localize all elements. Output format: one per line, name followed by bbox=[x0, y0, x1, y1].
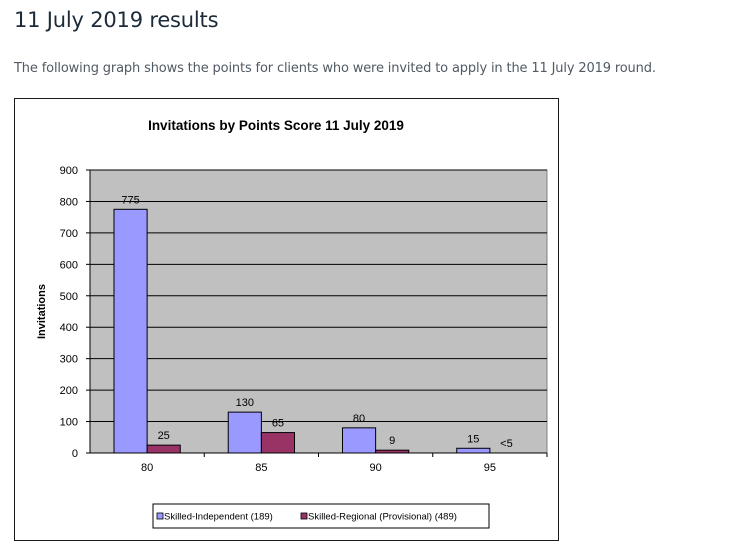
y-tick-label: 400 bbox=[60, 322, 78, 334]
bar-skilled-regional bbox=[260, 432, 296, 454]
data-label: 9 bbox=[389, 435, 395, 447]
x-tick-label: 95 bbox=[484, 462, 496, 474]
y-tick-label: 900 bbox=[60, 165, 78, 177]
chart-title: Invitations by Points Score 11 July 2019 bbox=[148, 118, 404, 133]
legend-label-skilled-regional: Skilled-Regional (Provisional) (489) bbox=[308, 512, 457, 523]
y-tick-label: 100 bbox=[60, 417, 78, 429]
y-tick-label: 200 bbox=[60, 385, 78, 397]
data-label: 80 bbox=[353, 413, 365, 425]
bar-skilled-independent bbox=[341, 427, 377, 454]
intro-paragraph: The following graph shows the points for… bbox=[14, 61, 656, 76]
legend-box bbox=[152, 503, 490, 529]
bar-skilled-independent bbox=[227, 411, 262, 454]
data-label: 775 bbox=[121, 194, 139, 206]
x-tick-label: 80 bbox=[141, 462, 153, 474]
legend: Skilled-Independent (189) Skilled-Region… bbox=[152, 503, 490, 529]
y-tick-label: 800 bbox=[60, 196, 78, 208]
legend-label-skilled-independent: Skilled-Independent (189) bbox=[164, 512, 273, 523]
data-label: <5 bbox=[500, 438, 513, 450]
page-title: 11 July 2019 results bbox=[14, 8, 219, 32]
bar-skilled-independent bbox=[113, 208, 148, 454]
x-tick-label: 85 bbox=[255, 462, 267, 474]
bars bbox=[113, 208, 491, 454]
gridlines bbox=[90, 169, 547, 423]
legend-swatch-skilled-regional bbox=[300, 512, 308, 520]
data-labels: 775 25 130 65 80 9 15 <5 bbox=[121, 194, 512, 450]
y-tick-label: 0 bbox=[72, 448, 78, 460]
y-tick-label: 500 bbox=[60, 291, 78, 303]
bar-skilled-regional bbox=[146, 444, 181, 454]
data-label: 130 bbox=[236, 397, 254, 409]
chart-container: 0 100 200 300 400 500 600 700 800 900 80 85 90 95 775… bbox=[14, 98, 559, 541]
bar-chart: 0 100 200 300 400 500 600 700 800 900 80 85 90 95 775… bbox=[36, 118, 548, 529]
legend-swatch-skilled-independent bbox=[156, 512, 164, 520]
data-label: 65 bbox=[272, 418, 284, 430]
y-tick-label: 300 bbox=[60, 354, 78, 366]
plot-area bbox=[89, 169, 548, 454]
y-axis-title: Invitations bbox=[36, 284, 48, 339]
y-tick-label: 700 bbox=[60, 228, 78, 240]
data-label: 25 bbox=[158, 430, 170, 442]
x-tick-label: 90 bbox=[370, 462, 382, 474]
y-tick-label: 600 bbox=[60, 259, 78, 271]
data-label: 15 bbox=[467, 433, 479, 445]
axes: 0 100 200 300 400 500 600 700 800 900 80 85 90 95 bbox=[60, 165, 548, 474]
bar-skilled-independent bbox=[456, 447, 491, 454]
